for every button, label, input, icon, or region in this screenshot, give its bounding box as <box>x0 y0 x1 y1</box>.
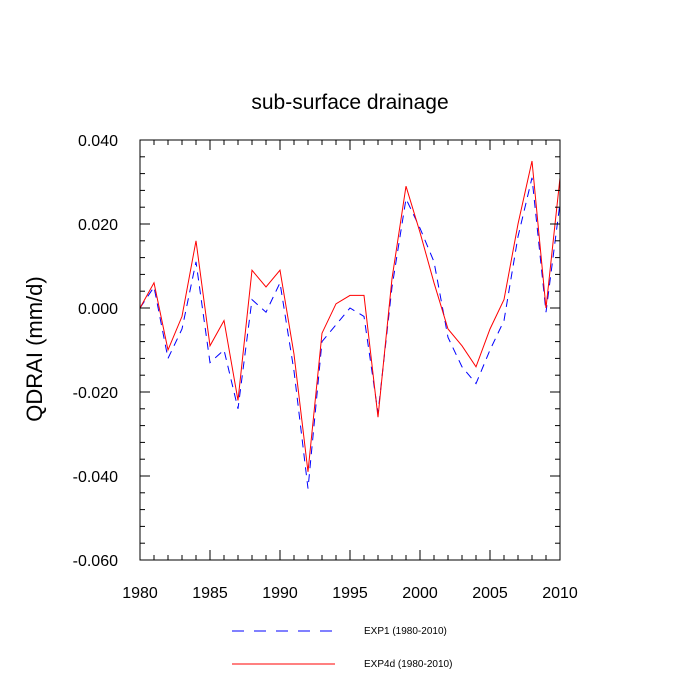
y-tick-label: 0.040 <box>78 133 118 150</box>
x-tick-label: 2010 <box>542 585 578 602</box>
axis-ticks <box>139 139 561 561</box>
x-tick-label: 1985 <box>192 585 228 602</box>
y-axis-label: QDRAI (mm/d) <box>22 276 47 421</box>
series-line-exp4d <box>139 160 561 472</box>
x-tick-label: 2005 <box>472 585 508 602</box>
y-tick-label: -0.020 <box>73 385 118 402</box>
x-tick-label: 1995 <box>332 585 368 602</box>
legend-label-exp1: EXP1 (1980-2010) <box>364 626 447 637</box>
legend: EXP1 (1980-2010) EXP4d (1980-2010) <box>232 626 452 670</box>
legend-label-exp4d: EXP4d (1980-2010) <box>364 659 452 670</box>
series-line-exp1 <box>139 177 561 489</box>
y-tick-label: -0.060 <box>73 553 118 570</box>
y-tick-label: 0.020 <box>78 217 118 234</box>
plot-frame <box>139 139 561 561</box>
x-tick-label: 2000 <box>402 585 438 602</box>
x-tick-label: 1990 <box>262 585 298 602</box>
y-tick-label: 0.000 <box>78 301 118 318</box>
x-tick-label: 1980 <box>122 585 158 602</box>
y-tick-label: -0.040 <box>73 469 118 486</box>
y-tick-labels: -0.060 -0.040 -0.020 0.000 0.020 0.040 <box>73 133 118 570</box>
x-tick-labels: 1980 1985 1990 1995 2000 2005 2010 <box>122 585 578 602</box>
plot-lines <box>139 160 561 489</box>
chart-title: sub-surface drainage <box>251 91 448 114</box>
